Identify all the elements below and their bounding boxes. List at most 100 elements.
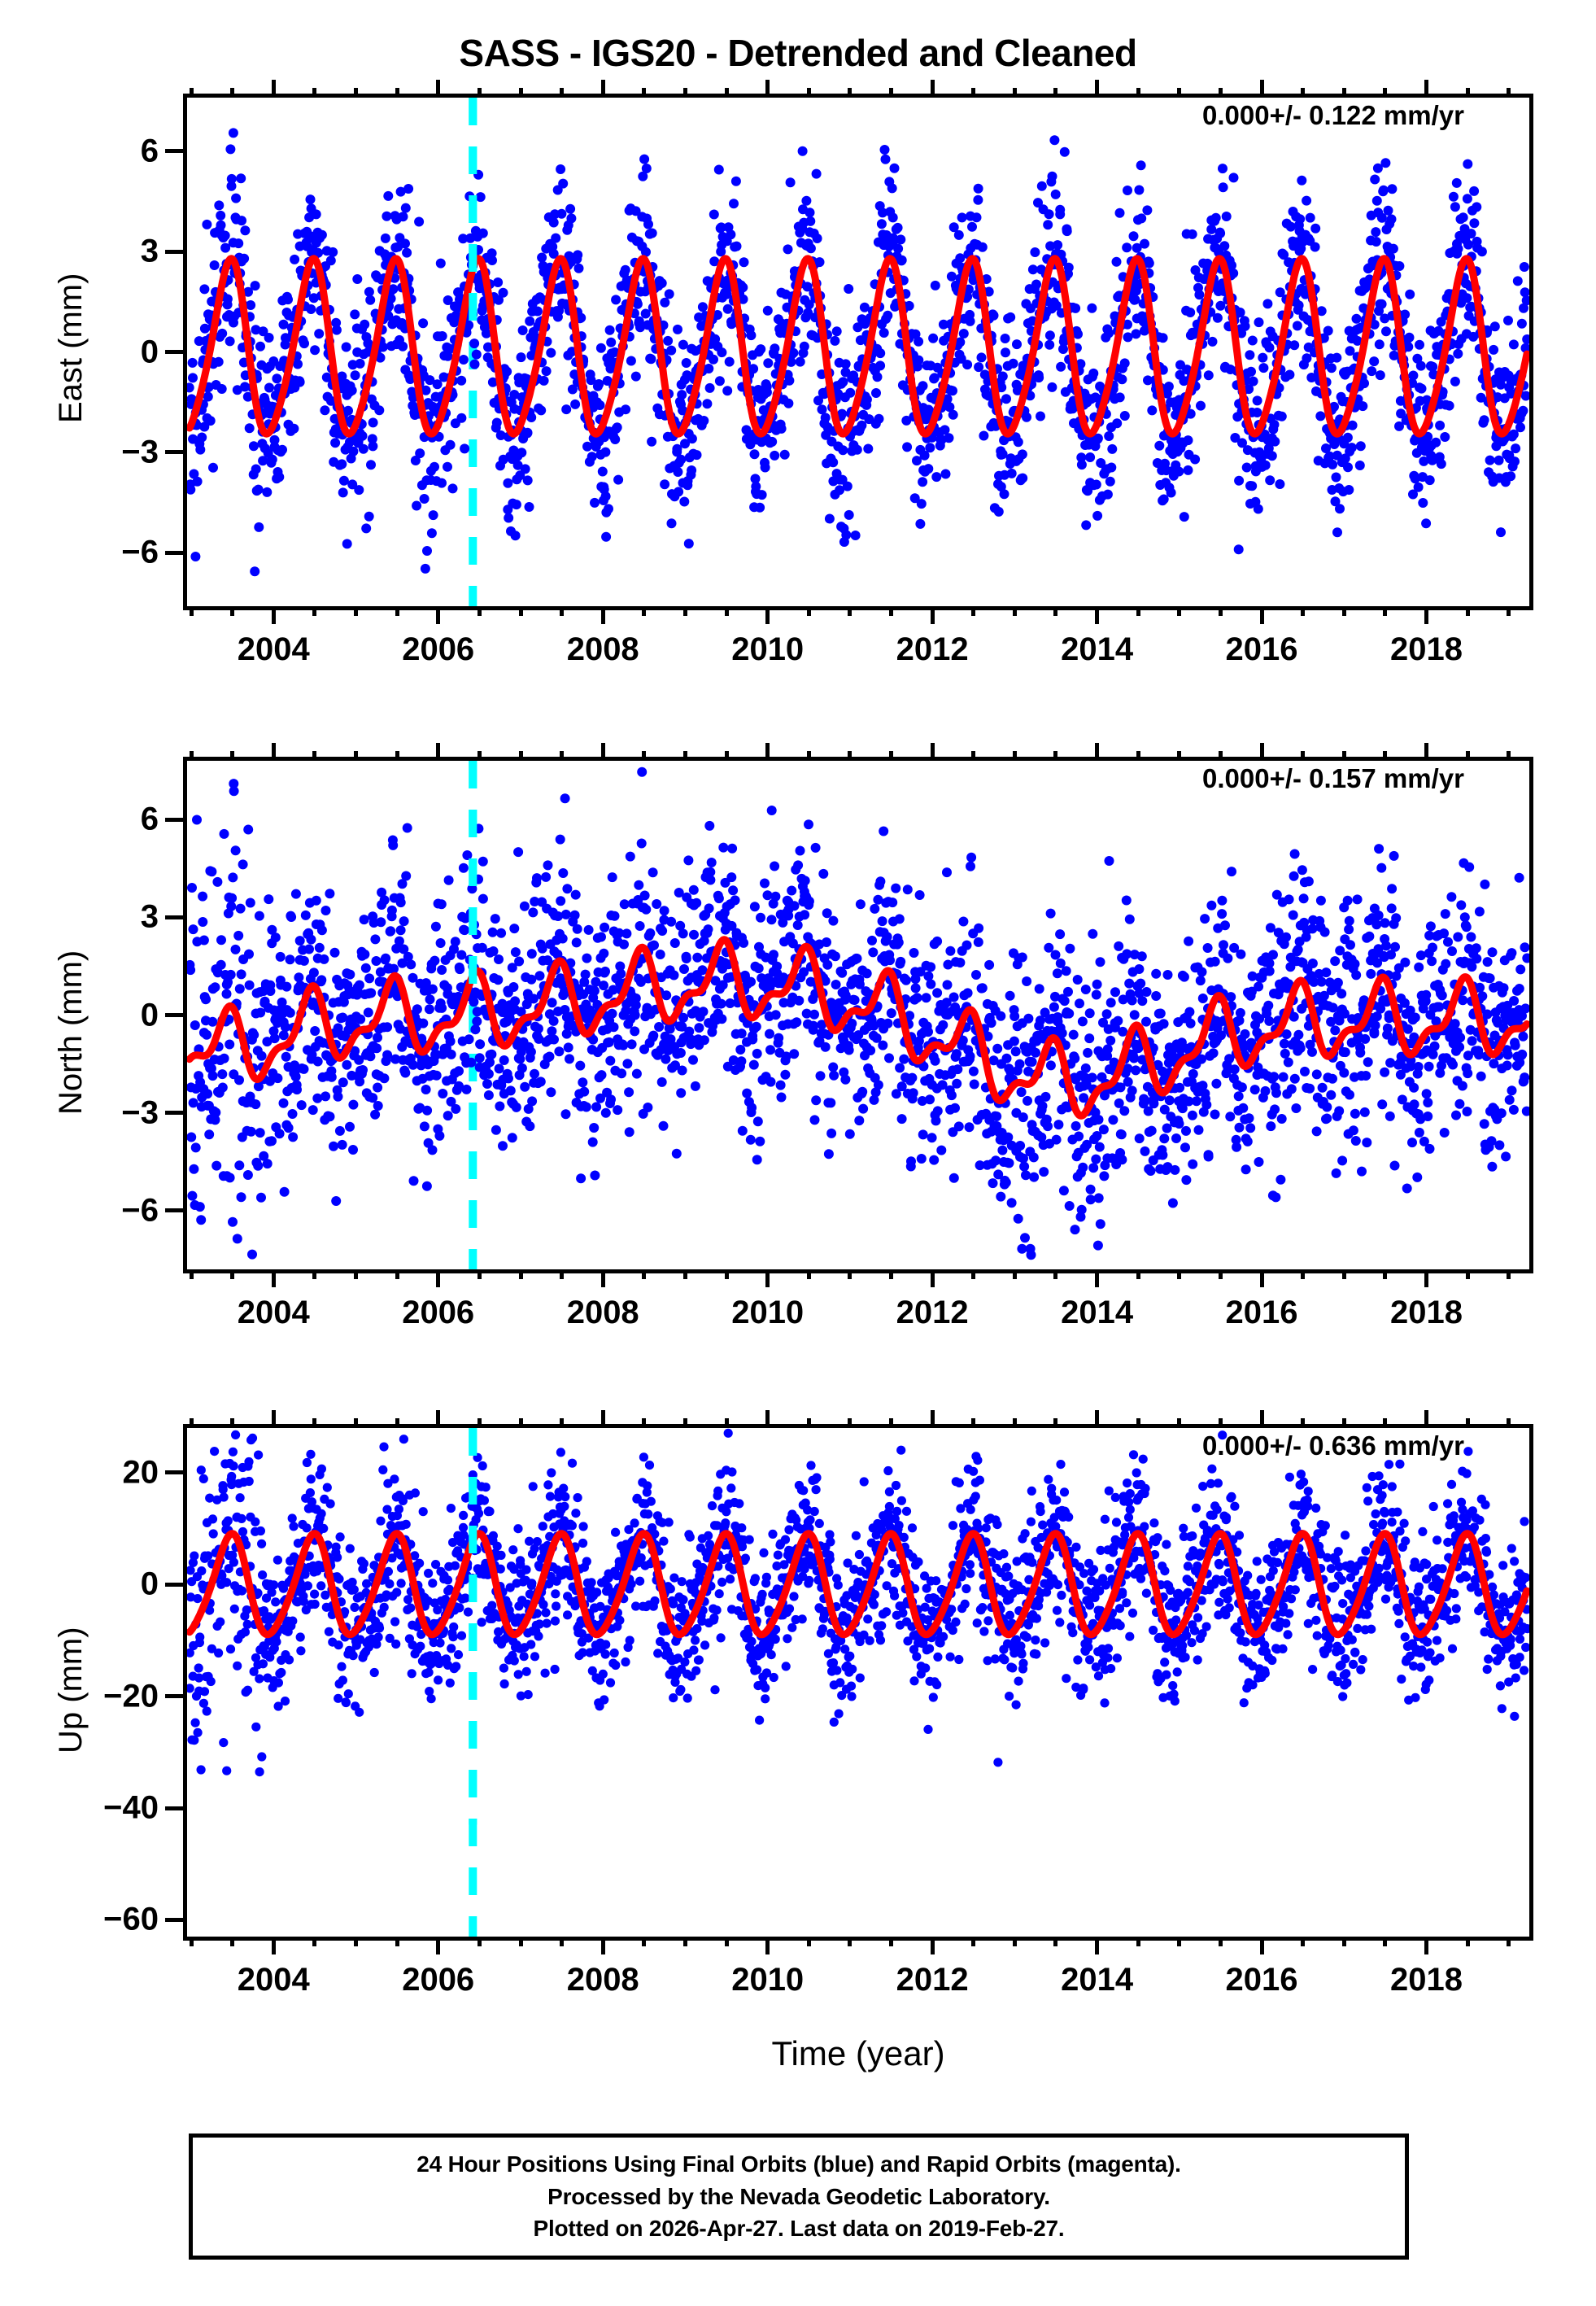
east-xtick-mark [889,606,893,616]
east-xtick-mark [1383,606,1388,616]
up-xtick-mark [600,1937,605,1954]
up-ytick-label: 20 [122,1454,159,1491]
up-xtick-mark-top [189,1418,194,1428]
east-xtick-mark-top [1424,80,1428,98]
north-xtick-mark [560,1269,565,1279]
panel-north [183,757,1533,1273]
up-xtick-mark [1053,1937,1058,1946]
up-ytick-mark [165,1917,183,1922]
up-xtick-mark-top [1218,1418,1223,1428]
east-xtick-mark [354,606,358,616]
east-xtick-mark [1507,606,1511,616]
up-ytick-label: −20 [103,1678,159,1714]
up-xtick-mark [477,1937,482,1946]
up-xtick-mark-top [1177,1418,1182,1428]
east-xtick-mark [1259,606,1264,624]
east-xtick-mark-top [1177,88,1182,98]
up-xtick-mark-top [642,1418,647,1428]
up-xtick-mark-top [230,1418,235,1428]
panel-north-rate-annotation: 0.000+/- 0.157 mm/yr [1202,763,1464,793]
up-xtick-mark [806,1937,811,1946]
north-xtick-mark [1301,1269,1306,1279]
up-xtick-mark-top [1095,1410,1100,1428]
east-xtick-mark-top [189,88,194,98]
north-xtick-mark [1383,1269,1388,1279]
east-xtick-label: 2016 [1225,631,1298,667]
up-xtick-mark [1341,1937,1346,1946]
up-xtick-mark-top [1465,1418,1470,1428]
north-xtick-mark [189,1269,194,1279]
east-xtick-mark-top [271,80,276,98]
north-xtick-mark-top [230,751,235,761]
up-xtick-mark-top [1341,1418,1346,1428]
north-xtick-mark [1218,1269,1223,1279]
east-xtick-mark-top [1012,88,1017,98]
north-xtick-mark [600,1269,605,1287]
east-xtick-mark-top [642,88,647,98]
up-xtick-mark-top [1424,1410,1428,1428]
up-xtick-mark-top [682,1418,687,1428]
east-xtick-mark [1218,606,1223,616]
east-xtick-mark-top [312,88,317,98]
north-xtick-label: 2018 [1390,1295,1463,1330]
north-ytick-mark [165,817,183,822]
up-xtick-mark [765,1937,770,1954]
up-xtick-mark-top [1259,1410,1264,1428]
north-xtick-mark [395,1269,399,1279]
panel-up [183,1424,1533,1941]
east-xtick-mark [1095,606,1100,624]
up-xtick-mark [271,1937,276,1954]
north-xtick-mark-top [189,751,194,761]
north-xtick-mark [682,1269,687,1279]
up-xtick-mark-top [1012,1418,1017,1428]
panel-north-plotarea [187,761,1529,1269]
east-xtick-mark [806,606,811,616]
north-xtick-mark [271,1269,276,1287]
east-xtick-mark-top [1136,88,1140,98]
north-xtick-mark [1136,1269,1140,1279]
up-xtick-mark [312,1937,317,1946]
up-xtick-mark-top [518,1418,523,1428]
north-xtick-mark [930,1269,935,1287]
east-xtick-mark-top [1053,88,1058,98]
east-xtick-mark-top [889,88,893,98]
east-xtick-mark [848,606,853,616]
up-xtick-mark [1507,1937,1511,1946]
north-xtick-mark-top [806,751,811,761]
up-xtick-mark-top [560,1418,565,1428]
north-ytick-mark [165,1013,183,1017]
up-xtick-mark-top [436,1410,441,1428]
north-xtick-mark-top [889,751,893,761]
east-xtick-mark [1053,606,1058,616]
east-xtick-mark-top [1465,88,1470,98]
panel-up-rate-annotation: 0.000+/- 0.636 mm/yr [1202,1430,1464,1461]
footer-line-1: 24 Hour Positions Using Final Orbits (bl… [416,2151,1181,2177]
east-xtick-mark [930,606,935,624]
up-ytick-label: −60 [103,1901,159,1937]
north-xtick-mark-top [682,751,687,761]
north-xtick-mark-top [1218,751,1223,761]
east-xtick-label: 2008 [566,631,639,667]
up-xtick-label: 2012 [896,1962,969,1998]
up-xtick-mark [1424,1937,1428,1954]
up-xtick-mark-top [354,1418,358,1428]
footer-line-2: Processed by the Nevada Geodetic Laborat… [547,2183,1050,2209]
x-axis-title: Time (year) [771,2034,945,2072]
east-xtick-label: 2018 [1390,631,1463,667]
up-xtick-mark [642,1937,647,1946]
north-xtick-mark [1259,1269,1264,1287]
north-xtick-mark-top [1012,751,1017,761]
east-xtick-mark [1301,606,1306,616]
up-xtick-mark [1465,1937,1470,1946]
east-xtick-mark [765,606,770,624]
north-xtick-mark-top [724,751,729,761]
panel-north-scatter [187,761,1529,1269]
east-xtick-mark-top [395,88,399,98]
north-xtick-mark-top [1465,751,1470,761]
up-xtick-mark-top [477,1418,482,1428]
east-ytick-mark [165,550,183,555]
north-ytick-mark [165,1208,183,1213]
up-ytick-mark [165,1582,183,1587]
east-xtick-mark-top [1095,80,1100,98]
up-xtick-mark-top [930,1410,935,1428]
